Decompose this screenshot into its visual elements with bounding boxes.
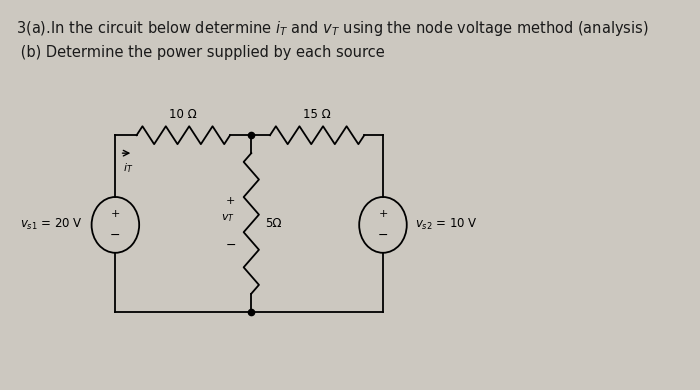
Text: 10 Ω: 10 Ω	[169, 108, 197, 121]
Text: 15 Ω: 15 Ω	[303, 108, 331, 121]
Text: $v_{s1}$ = 20 V: $v_{s1}$ = 20 V	[20, 217, 83, 232]
Text: $v_{s2}$ = 10 V: $v_{s2}$ = 10 V	[415, 217, 478, 232]
Text: 5Ω: 5Ω	[265, 217, 281, 230]
Text: +: +	[226, 197, 236, 206]
Text: −: −	[110, 229, 120, 242]
Text: −: −	[378, 229, 388, 242]
Text: $v_T$: $v_T$	[220, 213, 234, 224]
Text: +: +	[378, 209, 388, 219]
Text: −: −	[225, 239, 236, 252]
Text: $i_T$: $i_T$	[122, 161, 133, 175]
Text: +: +	[111, 209, 120, 219]
Text: (b) Determine the power supplied by each source: (b) Determine the power supplied by each…	[16, 44, 385, 60]
Text: 3(a).In the circuit below determine $i_T$ and $v_T$ using the node voltage metho: 3(a).In the circuit below determine $i_T…	[16, 19, 648, 37]
